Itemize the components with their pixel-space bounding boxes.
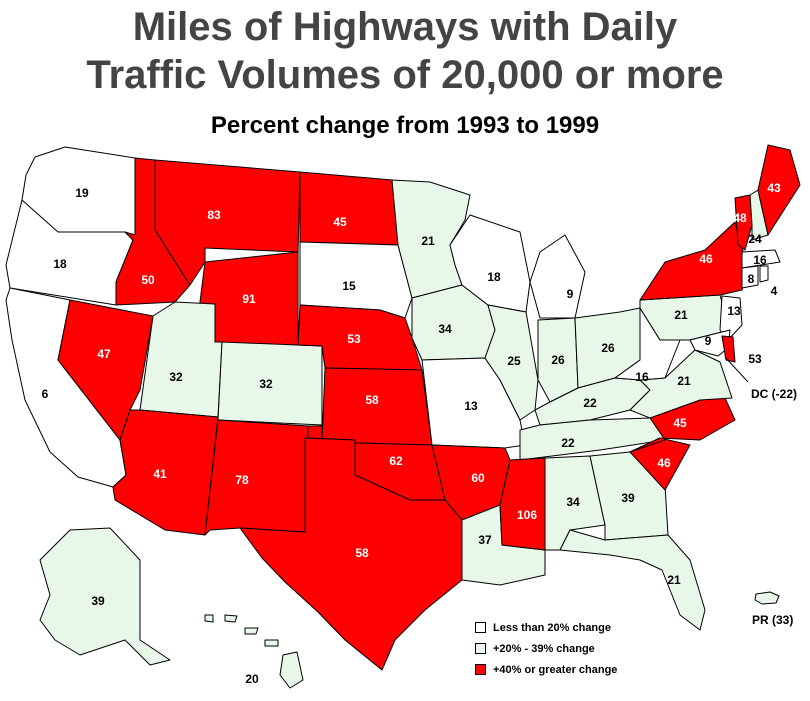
puerto-rico: PR (33) — [752, 591, 793, 627]
dc-label: DC (-22) — [751, 387, 797, 401]
value-label-ohio: 26 — [601, 341, 615, 355]
value-label-alaska: 39 — [91, 594, 105, 608]
value-label-south-carolina: 46 — [657, 456, 671, 470]
dc-callout: DC (-22) — [724, 356, 797, 401]
value-label-florida: 21 — [667, 573, 681, 587]
value-label-illinois: 25 — [507, 354, 521, 368]
value-label-new-york: 46 — [699, 252, 713, 266]
state-maryland — [689, 329, 731, 357]
value-label-virginia: 21 — [677, 374, 691, 388]
value-label-idaho: 50 — [141, 273, 155, 287]
state-colorado — [217, 341, 323, 426]
value-label-wisconsin: 18 — [487, 270, 501, 284]
value-label-montana: 83 — [207, 208, 221, 222]
value-label-delaware: 53 — [748, 352, 762, 366]
value-label-alabama: 34 — [566, 495, 580, 509]
state-utah — [139, 301, 223, 418]
state-new-york — [639, 221, 749, 301]
states-layer — [5, 144, 801, 689]
value-label-new-hampshire: 24 — [748, 232, 762, 246]
value-label-kentucky: 22 — [583, 396, 597, 410]
value-label-california: 6 — [42, 387, 49, 401]
legend-swatch — [475, 643, 486, 654]
value-label-wyoming: 91 — [242, 292, 256, 306]
legend: Less than 20% change +20% - 39% change +40… — [475, 617, 617, 680]
legend-item-high: +40% or greater change — [475, 659, 617, 680]
legend-label: +20% - 39% change — [493, 642, 595, 655]
pr-label: PR (33) — [752, 613, 793, 627]
legend-item-low: Less than 20% change — [475, 617, 617, 638]
value-label-vermont: 48 — [733, 211, 747, 225]
state-new-jersey — [719, 295, 743, 341]
state-massachusetts — [741, 249, 781, 269]
state-maine — [757, 144, 801, 236]
legend-label: +40% or greater change — [493, 663, 618, 676]
state-north-dakota — [299, 171, 399, 246]
value-label-kansas: 58 — [365, 393, 379, 407]
state-alaska — [39, 527, 171, 666]
state-texas — [239, 437, 463, 671]
value-label-arkansas: 60 — [471, 471, 485, 485]
value-label-rhode-island: 4 — [771, 284, 778, 298]
state-rhode-island — [759, 265, 769, 283]
value-label-nevada: 47 — [97, 347, 111, 361]
state-vermont — [734, 194, 753, 251]
value-label-indiana: 26 — [551, 353, 565, 367]
subtitle: Percent change from 1993 to 1999 — [210, 112, 600, 139]
state-illinois — [484, 304, 539, 421]
value-label-pennsylvania: 21 — [674, 308, 688, 322]
value-label-maryland: 9 — [705, 334, 712, 348]
value-label-connecticut: 8 — [748, 272, 755, 286]
labels-layer: 19 18 6 50 47 83 91 32 41 32 78 45 15 53 58 62 58 21 34 13 6… — [42, 181, 781, 686]
state-puerto-rico — [754, 591, 780, 605]
value-label-arizona: 41 — [153, 467, 167, 481]
value-label-tennessee: 22 — [561, 436, 575, 450]
value-label-maine: 43 — [767, 181, 781, 195]
value-label-louisiana: 37 — [478, 533, 492, 547]
legend-label: Less than 20% change — [493, 621, 611, 634]
title-line-1: Miles of Highways with Daily — [132, 5, 678, 49]
value-label-washington: 19 — [75, 186, 89, 200]
value-label-nebraska: 53 — [347, 332, 361, 346]
value-label-north-carolina: 45 — [673, 416, 687, 430]
value-label-new-mexico: 78 — [235, 473, 249, 487]
value-label-oklahoma: 62 — [389, 454, 403, 468]
value-label-minnesota: 21 — [421, 234, 435, 248]
value-label-mississippi: 106 — [517, 508, 537, 522]
state-connecticut — [741, 265, 759, 289]
state-mississippi — [499, 457, 546, 551]
legend-swatch — [475, 622, 486, 633]
value-label-utah: 32 — [169, 370, 183, 384]
value-label-texas: 58 — [355, 546, 369, 560]
value-label-north-dakota: 45 — [333, 215, 347, 229]
value-label-georgia: 39 — [621, 491, 635, 505]
legend-swatch — [475, 664, 486, 675]
state-new-hampshire — [749, 189, 769, 241]
legend-item-mid: +20% - 39% change — [475, 638, 617, 659]
value-label-colorado: 32 — [259, 377, 273, 391]
value-label-massachusetts: 16 — [753, 253, 767, 267]
value-label-michigan: 9 — [567, 287, 574, 301]
state-michigan — [529, 234, 586, 319]
state-new-mexico — [204, 419, 309, 536]
state-florida — [559, 529, 706, 631]
value-label-south-dakota: 15 — [342, 279, 356, 293]
state-virginia — [629, 349, 733, 419]
value-label-missouri: 13 — [464, 399, 478, 413]
value-label-hawaii: 20 — [245, 672, 259, 686]
state-hawaii — [204, 614, 304, 689]
value-label-west-virginia: 16 — [635, 370, 649, 384]
value-label-oregon: 18 — [53, 257, 67, 271]
value-label-new-jersey: 13 — [727, 304, 741, 318]
value-label-iowa: 34 — [438, 322, 452, 336]
title-line-2: Traffic Volumes of 20,000 or more — [86, 53, 724, 97]
state-delaware — [721, 335, 736, 363]
